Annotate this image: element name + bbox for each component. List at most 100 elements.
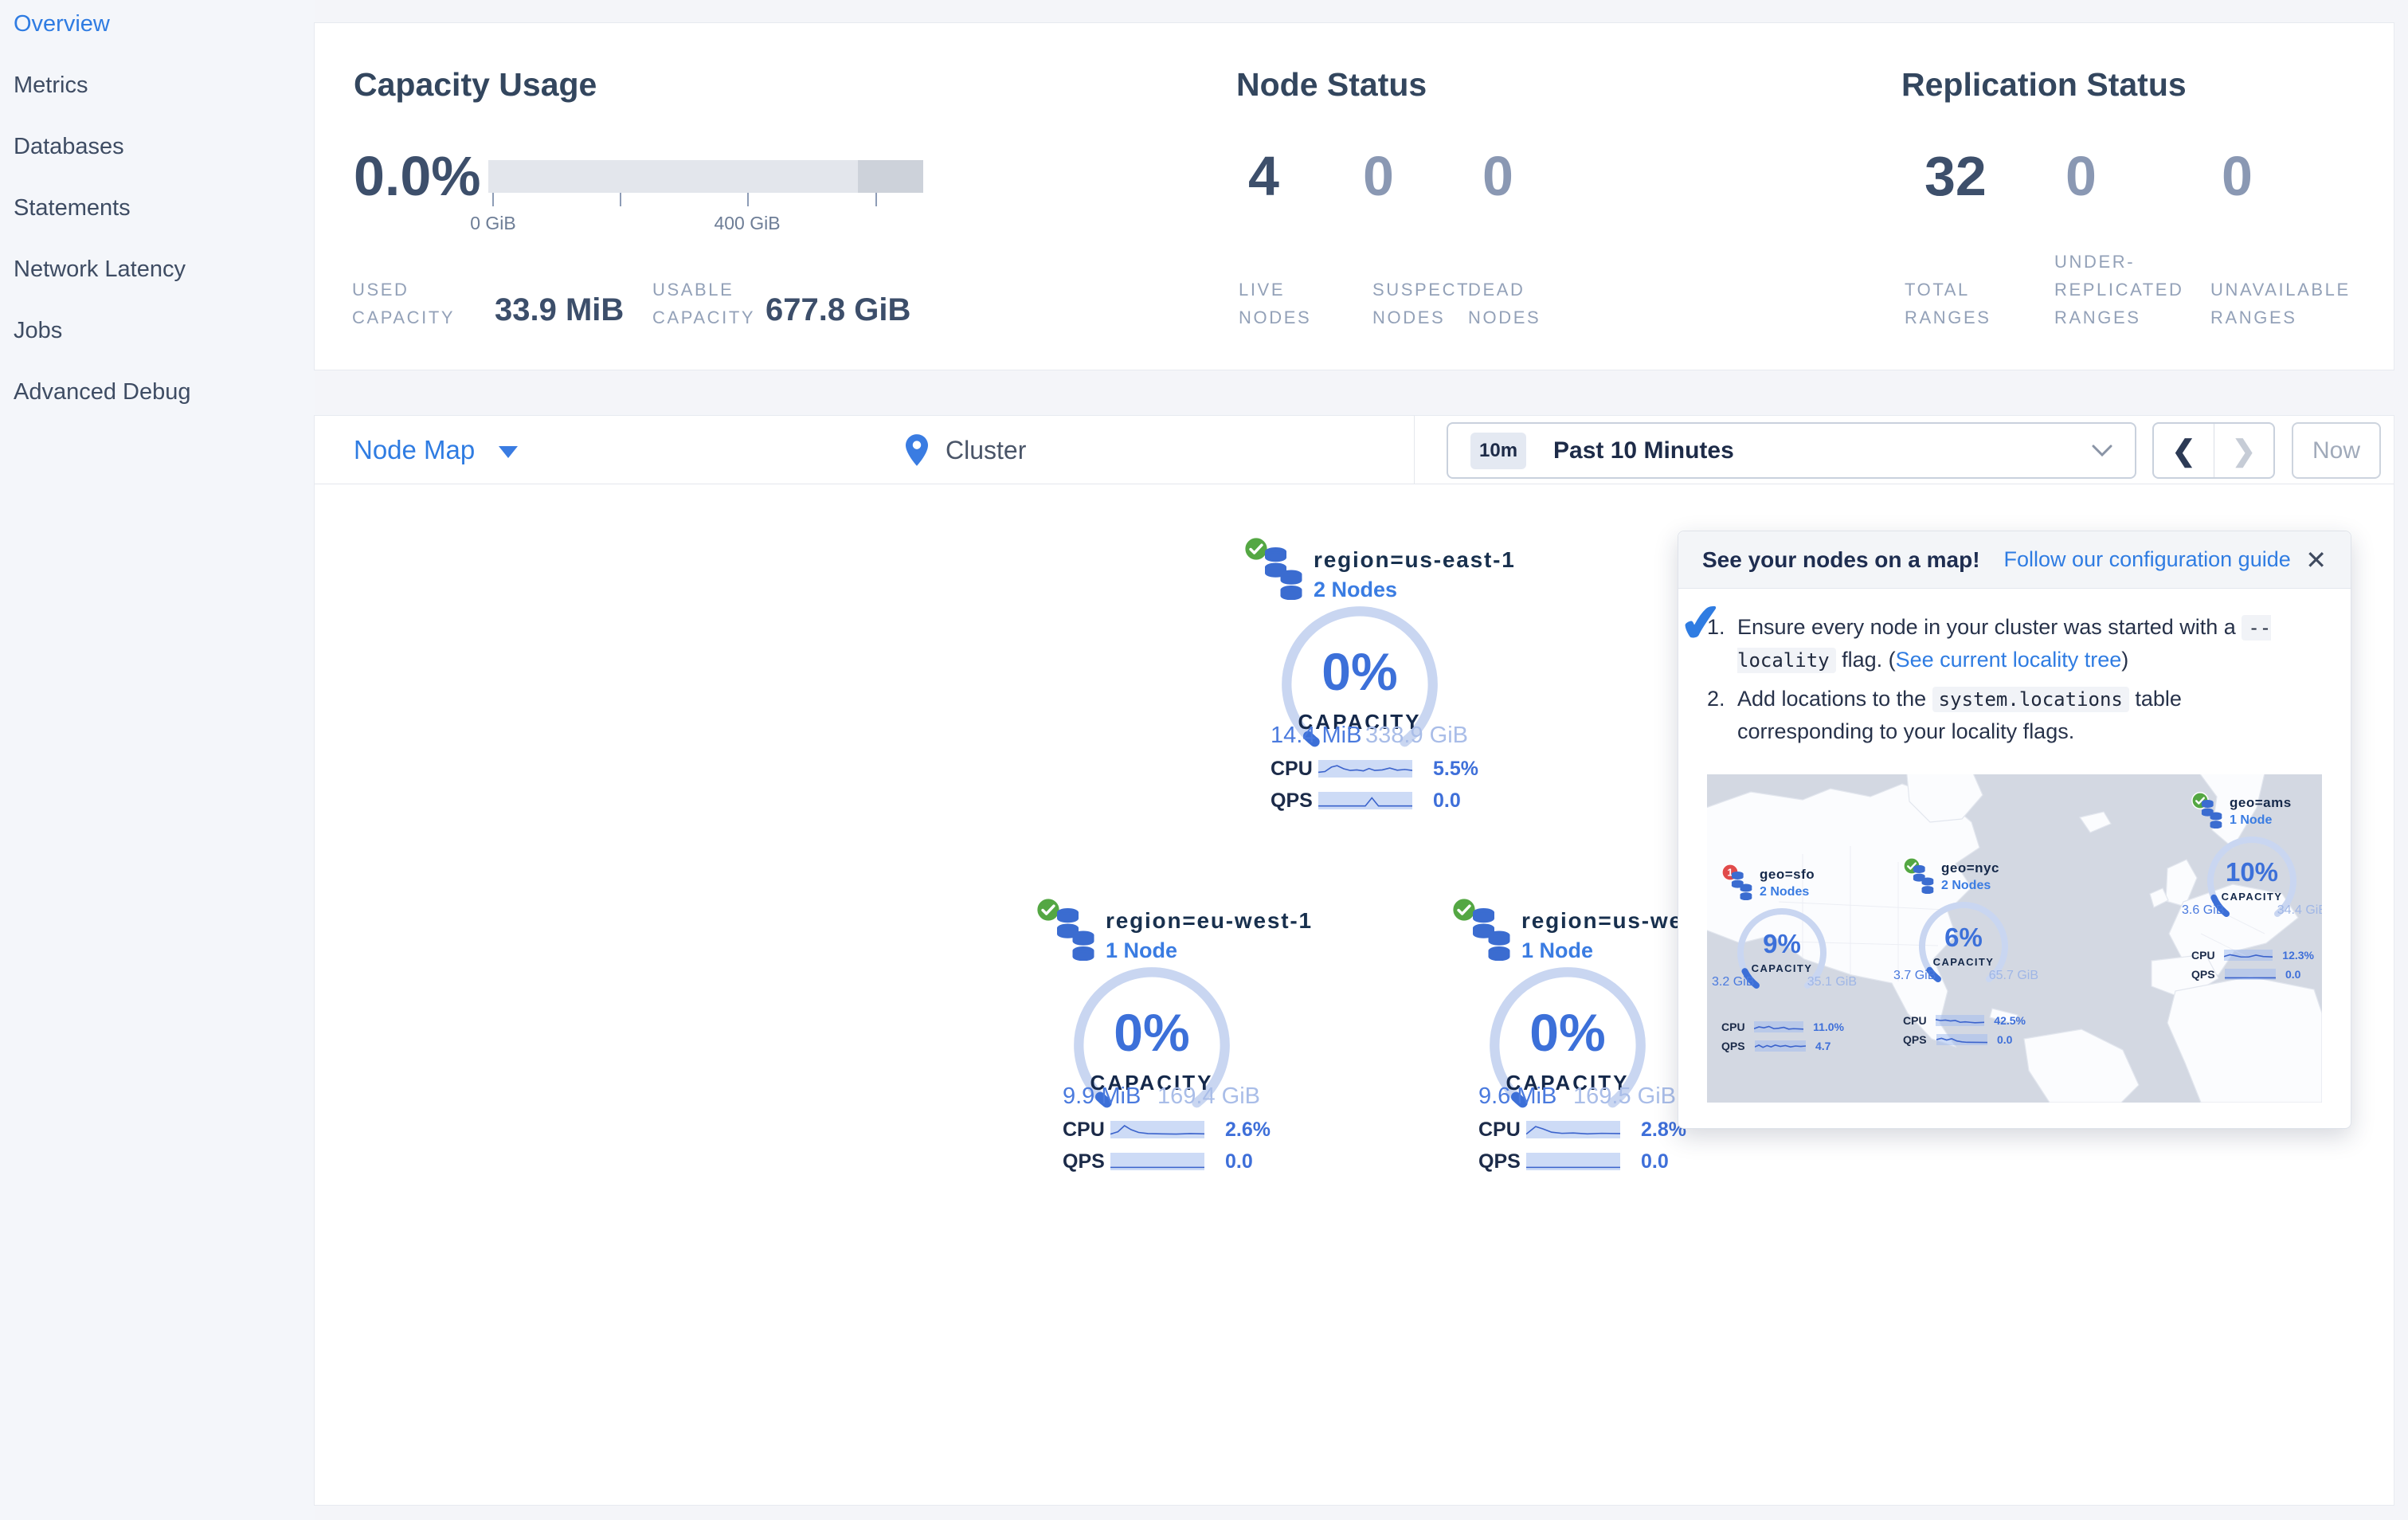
node-status-title: Node Status <box>1236 66 1427 103</box>
locality-nodes-link[interactable]: 2 Nodes <box>1314 578 1398 601</box>
now-button[interactable]: Now <box>2292 422 2381 479</box>
database-icon <box>1057 908 1094 961</box>
sidebar-item-advanced-debug[interactable]: Advanced Debug <box>14 379 191 405</box>
time-range-dropdown[interactable]: 10m Past 10 Minutes <box>1447 422 2136 479</box>
total-ranges-label: TOTAL RANGES <box>1905 280 1991 327</box>
capacity-usage-title: Capacity Usage <box>354 66 597 103</box>
mini-node-card-nyc: geo=nyc 2 Nodes 6% CAPACITY 3.7 GiB 65.7 … <box>1893 857 2038 1052</box>
cpu-sparkline <box>1110 1121 1204 1138</box>
used-capacity-value: 33.9 MiB <box>495 292 625 327</box>
cpu-metric-row: CPU 42.5% <box>1903 1013 2026 1027</box>
status-ok-icon <box>1451 897 1477 923</box>
capacity-axis-label-400: 400 GiB <box>714 213 781 233</box>
locality-nodes-label: 2 Nodes <box>1941 879 1991 892</box>
capacity-values: 3.6 GiB 34.4 GiB <box>2182 903 2322 917</box>
node-card-eu-west-1: region=eu-west-1 1 Node 0% CAPACITY 9.9 … <box>1024 895 1311 1181</box>
capacity-percent: 6% <box>1944 923 1983 952</box>
capacity-axis-ticks <box>488 193 923 206</box>
capacity-values: 14.4 MiB 338.9 GiB <box>1271 723 1468 748</box>
locality-nodes-link[interactable]: 1 Node <box>1521 938 1594 962</box>
capacity-usage-bar-dark-segment <box>858 160 923 193</box>
sidebar-item-statements[interactable]: Statements <box>14 195 131 221</box>
cpu-metric-row: CPU 12.3% <box>2191 948 2314 962</box>
qps-metric-row: QPS 0.0 <box>2191 967 2301 981</box>
popover-header: See your nodes on a map! Follow our conf… <box>1678 531 2351 589</box>
qps-metric-row: QPS 4.7 <box>1721 1039 1831 1052</box>
sidebar-item-metrics[interactable]: Metrics <box>14 72 88 98</box>
cpu-sparkline <box>2223 949 2273 961</box>
capacity-values: 3.7 GiB 65.7 GiB <box>1893 969 2038 982</box>
capacity-values: 3.2 GiB 35.1 GiB <box>1712 975 1857 989</box>
capacity-percent: 0% <box>1529 1003 1606 1062</box>
close-icon[interactable]: ✕ <box>2305 545 2327 574</box>
qps-sparkline <box>1318 792 1412 809</box>
capacity-values: 9.9 MiB 169.4 GiB <box>1063 1083 1260 1109</box>
cluster-summary-panel: Capacity Usage 0.0% 0 GiB 400 GiB USED C… <box>314 22 2394 370</box>
node-card-us-west-1: region=us-west-1 1 Node 0% CAPACITY 9.6 … <box>1440 895 1727 1181</box>
capacity-gauge <box>1737 908 1827 989</box>
configuration-guide-link[interactable]: Follow our configuration guide <box>2003 547 2291 571</box>
under-replicated-label: UNDER- REPLICATED RANGES <box>2054 252 2184 327</box>
cpu-metric-row: CPU 5.5% <box>1271 757 1478 780</box>
system-locations-code: system.locations <box>1932 687 2129 712</box>
capacity-caption: CAPACITY <box>1751 962 1813 974</box>
node-map-setup-popover: See your nodes on a map! Follow our conf… <box>1677 531 2351 1129</box>
previous-interval-button[interactable]: ❮ <box>2154 424 2214 477</box>
view-mode-dropdown[interactable]: Node Map <box>354 416 519 484</box>
node-card-us-east-1: region=us-east-1 2 Nodes 0% CAPACITY 14.… <box>1232 535 1514 820</box>
capacity-caption: CAPACITY <box>1932 956 1995 968</box>
caret-down-icon <box>499 445 519 458</box>
popover-title: See your nodes on a map! <box>1702 546 1980 572</box>
world-map-graphic <box>1707 774 2322 1103</box>
sidebar-item-jobs[interactable]: Jobs <box>14 318 63 343</box>
unavailable-ranges-label: UNAVAILABLE RANGES <box>2210 280 2351 327</box>
breadcrumb-cluster[interactable]: Cluster <box>906 416 1026 484</box>
qps-sparkline <box>1755 1040 1806 1052</box>
capacity-values: 9.6 MiB 169.5 GiB <box>1478 1083 1676 1109</box>
database-icon <box>1265 547 1302 600</box>
capacity-caption: CAPACITY <box>1505 1071 1630 1095</box>
qps-sparkline <box>1110 1153 1204 1170</box>
database-icon <box>1473 908 1510 961</box>
capacity-gauge <box>1282 606 1438 747</box>
total-ranges-count: 32 <box>1924 145 1987 207</box>
database-icon <box>2201 800 2222 829</box>
capacity-gauge <box>2207 836 2296 917</box>
sidebar-item-databases[interactable]: Databases <box>14 134 124 159</box>
suspect-nodes-label: SUSPECT NODES <box>1372 280 1470 327</box>
qps-metric-row: QPS 0.0 <box>1063 1150 1253 1173</box>
locality-nodes-link[interactable]: 1 Node <box>1106 938 1178 962</box>
status-ok-icon <box>1243 536 1269 562</box>
locality-title: geo=ams <box>2230 795 2292 810</box>
qps-sparkline <box>2225 968 2276 980</box>
qps-sparkline <box>1526 1153 1620 1170</box>
replication-status-title: Replication Status <box>1901 66 2187 103</box>
locality-nodes-label: 1 Node <box>2230 813 2273 827</box>
sidebar-item-network-latency[interactable]: Network Latency <box>14 257 186 282</box>
check-icon: ✔ <box>1677 592 1726 654</box>
time-range-badge: 10m <box>1470 432 1527 469</box>
cpu-metric-row: CPU 2.8% <box>1478 1118 1686 1141</box>
locality-tree-link[interactable]: See current locality tree <box>1895 648 2122 672</box>
qps-metric-row: QPS 0.0 <box>1478 1150 1669 1173</box>
sidebar-item-overview[interactable]: Overview <box>14 11 110 37</box>
setup-step-1: 1. Ensure every node in your cluster was… <box>1707 615 2272 673</box>
capacity-caption: CAPACITY <box>1298 710 1422 734</box>
live-nodes-label: LIVE NODES <box>1239 280 1312 327</box>
locality-title: geo=nyc <box>1941 860 1999 876</box>
database-icon <box>1731 872 1752 900</box>
capacity-percent: 9% <box>1763 929 1801 958</box>
sidebar: Overview Metrics Databases Statements Ne… <box>0 0 315 1520</box>
locality-title: geo=sfo <box>1760 867 1815 882</box>
qps-sparkline <box>1936 1033 1987 1045</box>
capacity-percent: 10% <box>2225 857 2279 887</box>
qps-metric-row: QPS 0.0 <box>1903 1032 2013 1046</box>
next-interval-button[interactable]: ❯ <box>2214 424 2273 477</box>
suspect-nodes-count: 0 <box>1363 145 1394 207</box>
under-replicated-count: 0 <box>2065 145 2097 207</box>
capacity-axis-label-0: 0 GiB <box>470 213 516 233</box>
locality-nodes-label: 2 Nodes <box>1760 885 1810 899</box>
capacity-usage-percent: 0.0% <box>354 145 481 207</box>
capacity-percent: 0% <box>1114 1003 1190 1062</box>
setup-step-2: 2. Add locations to the system.locations… <box>1707 687 2182 743</box>
